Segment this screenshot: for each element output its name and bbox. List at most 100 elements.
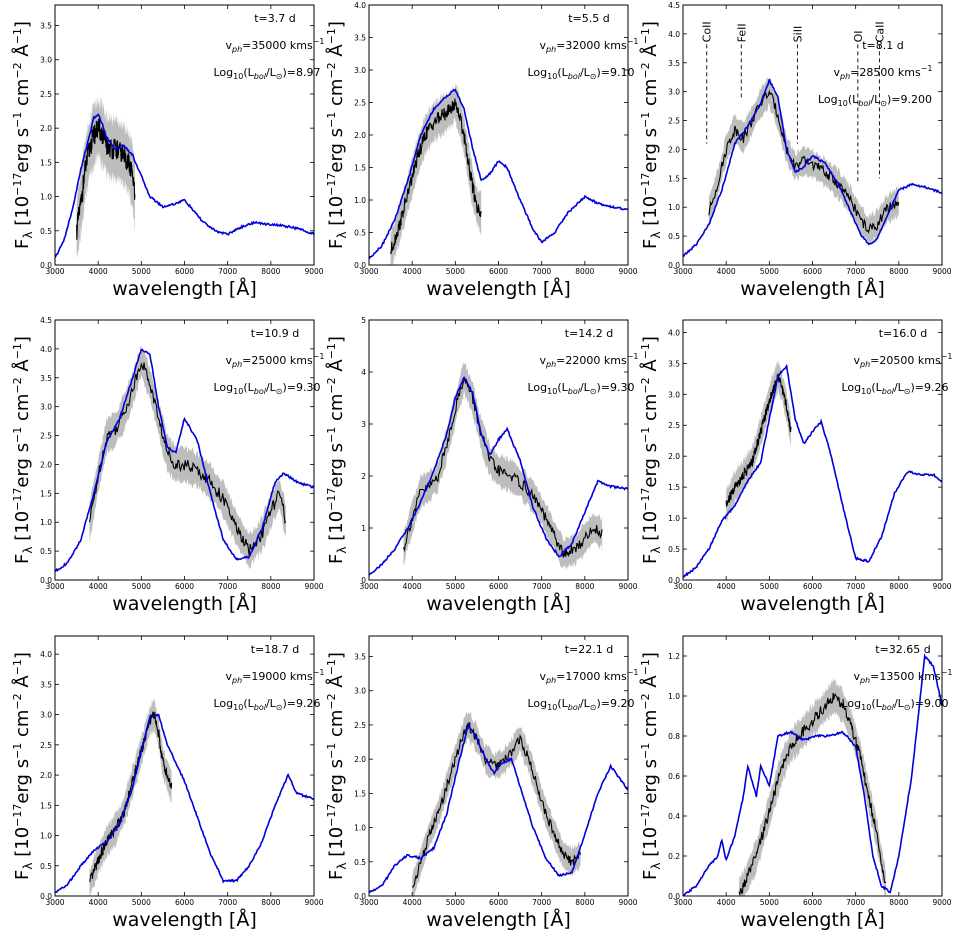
y-axis-label: Fλ [10−17erg s−1 cm−2 Å−1]	[11, 336, 35, 564]
observed-error-band	[76, 92, 135, 260]
y-tick-label: 1.0	[40, 193, 52, 202]
x-tick-label: 3000	[359, 582, 378, 591]
x-tick-label: 4000	[403, 267, 422, 276]
plot-area	[55, 92, 314, 260]
x-tick-label: 7000	[218, 267, 237, 276]
y-tick-label: 2.0	[40, 460, 52, 469]
line-id-label: CoII	[701, 21, 714, 42]
y-tick-label: 1.0	[40, 518, 52, 527]
y-tick-label: 1.5	[354, 789, 366, 798]
y-tick-label: 0.5	[354, 858, 366, 867]
y-tick-label: 0.0	[40, 261, 52, 270]
annotation-time: t=3.7 d	[254, 12, 296, 25]
y-tick-label: 0.0	[668, 576, 680, 585]
y-tick-label: 0	[361, 576, 366, 585]
observed-spectrum-line	[89, 711, 173, 883]
annotation-velocity: vph=32000 kms−1	[540, 37, 639, 54]
observed-error-band	[89, 697, 172, 896]
panel-3: CoII FeII SiII OI CaII 3000 4000 5000 6000 7000 80…	[639, 1, 952, 300]
y-tick-label: 2.5	[40, 432, 52, 441]
y-tick-label: 1.2	[668, 652, 680, 661]
observed-spectrum-line	[708, 89, 900, 234]
x-tick-label: 8000	[889, 898, 908, 907]
x-tick-label: 6000	[175, 898, 194, 907]
y-tick-label: 0.5	[40, 547, 52, 556]
annotation-velocity: vph=17000 kms−1	[540, 668, 639, 685]
y-tick-label: 3.0	[668, 390, 680, 399]
y-tick-label: 1.5	[354, 164, 366, 173]
y-tick-label: 2.5	[354, 721, 366, 730]
y-tick-label: 0.0	[668, 892, 680, 901]
y-tick-label: 0.4	[668, 812, 680, 821]
y-axis-label: Fλ [10−17erg s−1 cm−2 Å−1]	[325, 336, 349, 564]
y-tick-label: 0.0	[668, 261, 680, 270]
y-tick-label: 2.0	[354, 131, 366, 140]
y-tick-label: 3.0	[354, 687, 366, 696]
x-tick-label: 4000	[403, 898, 422, 907]
annotation-luminosity: Log10(Lbol/L⊙)=9.26	[841, 381, 948, 396]
y-tick-label: 0.0	[40, 576, 52, 585]
y-tick-label: 1.5	[40, 158, 52, 167]
x-tick-label: 8000	[261, 267, 280, 276]
x-tick-label: 9000	[304, 582, 323, 591]
annotation-luminosity: Log10(Lbol/L⊙)=9.00	[841, 697, 948, 712]
y-tick-label: 3.0	[40, 56, 52, 65]
x-tick-label: 7000	[532, 898, 551, 907]
y-axis-label: Fλ [10−17erg s−1 cm−2 Å−1]	[11, 652, 35, 880]
x-tick-label: 9000	[618, 267, 637, 276]
annotation-velocity: vph=28500 kms−1	[834, 64, 933, 81]
annotation-velocity: vph=19000 kms−1	[226, 668, 325, 685]
y-tick-label: 1.5	[668, 174, 680, 183]
x-tick-label: 3000	[359, 267, 378, 276]
panel-4: 3000 4000 5000 6000 7000 8000 9000 0.0 0.5 1.0 1.5…	[11, 316, 325, 615]
x-tick-label: 9000	[304, 267, 323, 276]
y-tick-label: 0.5	[354, 229, 366, 238]
model-spectrum-line	[369, 375, 628, 576]
y-tick-label: 1.0	[668, 692, 680, 701]
annotation-time: t=8.1 d	[862, 39, 904, 52]
y-tick-label: 4	[361, 368, 366, 377]
x-tick-label: 3000	[359, 898, 378, 907]
y-tick-label: 2.5	[668, 117, 680, 126]
plot-area	[683, 358, 942, 578]
model-spectrum-line	[55, 713, 314, 894]
x-axis-label: wavelength [Å]	[112, 908, 257, 931]
x-tick-label: 8000	[889, 582, 908, 591]
plot-area	[369, 83, 628, 265]
x-tick-label: 6000	[175, 267, 194, 276]
observed-spectrum-line	[738, 692, 887, 895]
model-spectrum-line	[369, 721, 628, 893]
plot-area	[55, 346, 314, 573]
x-tick-label: 9000	[304, 898, 323, 907]
observed-error-band	[89, 346, 286, 569]
annotation-time: t=18.7 d	[251, 643, 300, 656]
x-tick-label: 7000	[846, 582, 865, 591]
x-tick-label: 7000	[532, 582, 551, 591]
x-axis-label: wavelength [Å]	[112, 592, 257, 615]
x-axis-label: wavelength [Å]	[426, 277, 571, 300]
x-tick-label: 7000	[218, 582, 237, 591]
x-tick-label: 9000	[932, 582, 951, 591]
y-tick-label: 3.5	[40, 680, 52, 689]
annotation-time: t=32.65 d	[875, 643, 931, 656]
x-tick-label: 9000	[618, 582, 637, 591]
y-tick-label: 0.2	[668, 852, 680, 861]
y-tick-label: 4.0	[40, 345, 52, 354]
y-tick-label: 4.0	[668, 30, 680, 39]
x-tick-label: 6000	[803, 267, 822, 276]
annotation-time: t=22.1 d	[565, 643, 614, 656]
x-tick-label: 5000	[446, 898, 465, 907]
y-tick-label: 0.5	[40, 862, 52, 871]
x-tick-label: 3000	[673, 267, 692, 276]
x-tick-label: 6000	[803, 582, 822, 591]
y-tick-label: 3.5	[40, 374, 52, 383]
y-tick-label: 2.0	[668, 145, 680, 154]
x-tick-label: 6000	[489, 267, 508, 276]
annotation-luminosity: Log10(Lbol/L⊙)=9.26	[213, 697, 320, 712]
panel-9: 3000 4000 5000 6000 7000 8000 9000 0.0 0.2 0.4 0.6…	[639, 635, 953, 931]
y-tick-label: 4.5	[40, 316, 52, 325]
y-tick-label: 3.0	[40, 711, 52, 720]
x-tick-label: 9000	[932, 898, 951, 907]
model-spectrum-line	[55, 348, 314, 573]
observed-error-band	[390, 83, 482, 265]
